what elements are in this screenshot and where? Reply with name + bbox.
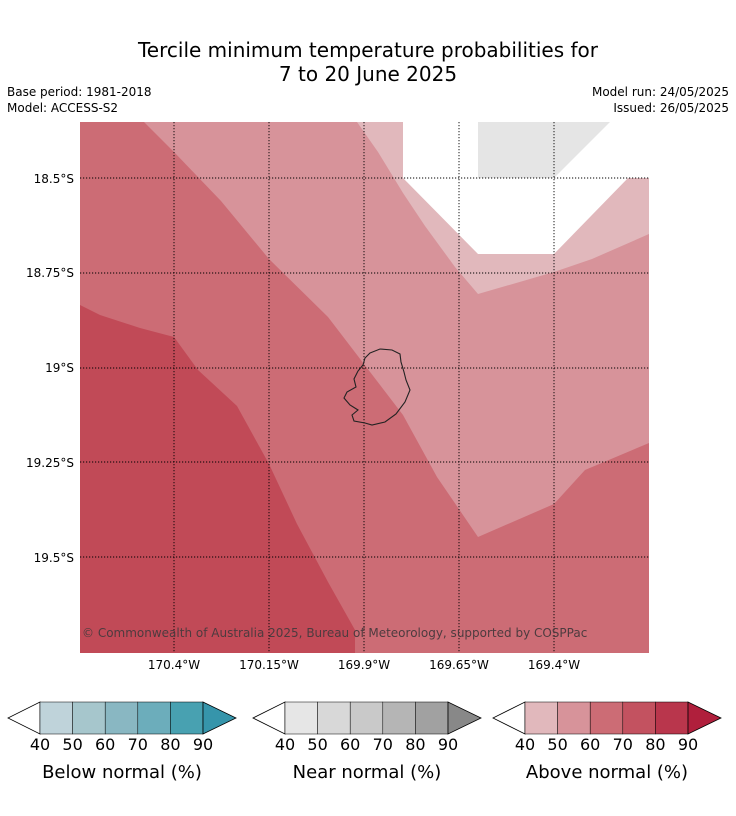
colorbar-segment [622, 701, 656, 735]
colorbar-tick-label: 80 [405, 735, 426, 754]
legend-caption-near: Near normal (%) [292, 762, 442, 783]
colorbar-upper-arrow [687, 701, 722, 735]
title-line-1: Tercile minimum temperature probabilitie… [137, 38, 599, 62]
colorbar-below [7, 701, 237, 735]
meta-right: Model run: 24/05/2025 Issued: 26/05/2025 [592, 84, 729, 116]
colorbar-segment [557, 701, 591, 735]
map-svg [80, 122, 649, 653]
legend-caption-below: Below normal (%) [42, 762, 202, 783]
colorbar-segment [284, 701, 318, 735]
colorbar-tick-label: 40 [514, 735, 536, 754]
colorbar-segment [104, 701, 139, 735]
colorbar-tick-label: 80 [645, 735, 666, 754]
legend-near-normal: 40 50 60 70 80 90 Near normal (%) [252, 700, 482, 783]
colorbar-tick-label: 70 [127, 735, 148, 754]
colorbar-tick-label: 90 [677, 735, 699, 754]
colorbar-tick-label: 60 [95, 735, 116, 754]
colorbar-tick-label: 50 [307, 735, 328, 754]
lon-label-1: 170.4°W [147, 658, 201, 672]
model-run: Model run: 24/05/2025 [591, 85, 729, 99]
no-data-region [403, 122, 649, 254]
lon-label-2: 170.15°W [239, 658, 299, 672]
lon-label-5: 169.4°W [527, 658, 581, 672]
meta-left: Base period: 1981-2018 Model: ACCESS-S2 [7, 84, 152, 116]
colorbar-tick-label: 50 [547, 735, 568, 754]
colorbar-segment [524, 701, 558, 735]
above-80-region [80, 305, 355, 653]
colorbar-lower-arrow [492, 701, 526, 735]
colorbar-segment [349, 701, 384, 735]
colorbar-segment [72, 701, 106, 735]
colorbar-segment [655, 701, 689, 735]
lat-label-2: 18.75°S [26, 266, 74, 280]
colorbar-segment [39, 701, 73, 735]
title-line-2: 7 to 20 June 2025 [278, 62, 458, 86]
colorbar-tick-label: 60 [340, 735, 361, 754]
above-50-region [144, 122, 649, 537]
colorbar-near [252, 701, 482, 735]
lat-label-5: 19.5°S [33, 551, 74, 565]
gridlines [80, 122, 649, 653]
colorbar-segment [589, 701, 624, 735]
colorbar-tick-label: 90 [437, 735, 459, 754]
colorbar-segment [317, 701, 351, 735]
colorbar-segment [170, 701, 204, 735]
colorbar-tick-label: 90 [192, 735, 214, 754]
island-outline [343, 348, 411, 426]
model-name: Model: ACCESS-S2 [7, 101, 119, 115]
colorbar-segment [415, 701, 449, 735]
colorbar-lower-arrow [7, 701, 41, 735]
map-area [80, 122, 649, 653]
colorbar-tick-label: 50 [62, 735, 83, 754]
colorbar-segment [137, 701, 171, 735]
colorbar-tick-label: 70 [612, 735, 633, 754]
legend-above-normal: 40 50 60 70 80 90 Above normal (%) [492, 700, 722, 783]
colorbar-tick-label: 70 [372, 735, 393, 754]
lat-label-3: 19°S [45, 361, 74, 375]
legend-below-normal: 40 50 60 70 80 90 Below normal (%) [7, 700, 237, 783]
issued-date: Issued: 26/05/2025 [613, 101, 729, 115]
lat-label-1: 18.5°S [33, 172, 74, 186]
lat-label-4: 19.25°S [26, 456, 74, 470]
legend-caption-above: Above normal (%) [525, 762, 689, 783]
colorbar-tick-label: 40 [29, 735, 51, 754]
colorbar-upper-arrow [202, 701, 237, 735]
map-title: Tercile minimum temperature probabilitie… [0, 38, 736, 86]
colorbar-tick-label: 40 [274, 735, 296, 754]
colorbar-upper-arrow [447, 701, 482, 735]
base-period: Base period: 1981-2018 [7, 85, 152, 99]
colorbar-lower-arrow [252, 701, 286, 735]
colorbar-tick-label: 60 [580, 735, 601, 754]
colorbar-tick-label: 80 [160, 735, 181, 754]
colorbar-segment [382, 701, 416, 735]
near-40-region [478, 122, 610, 178]
lon-label-4: 169.65°W [429, 658, 489, 672]
colorbar-above [492, 701, 722, 735]
lon-label-3: 169.9°W [337, 658, 391, 672]
copyright-notice: © Commonwealth of Australia 2025, Bureau… [82, 626, 588, 640]
